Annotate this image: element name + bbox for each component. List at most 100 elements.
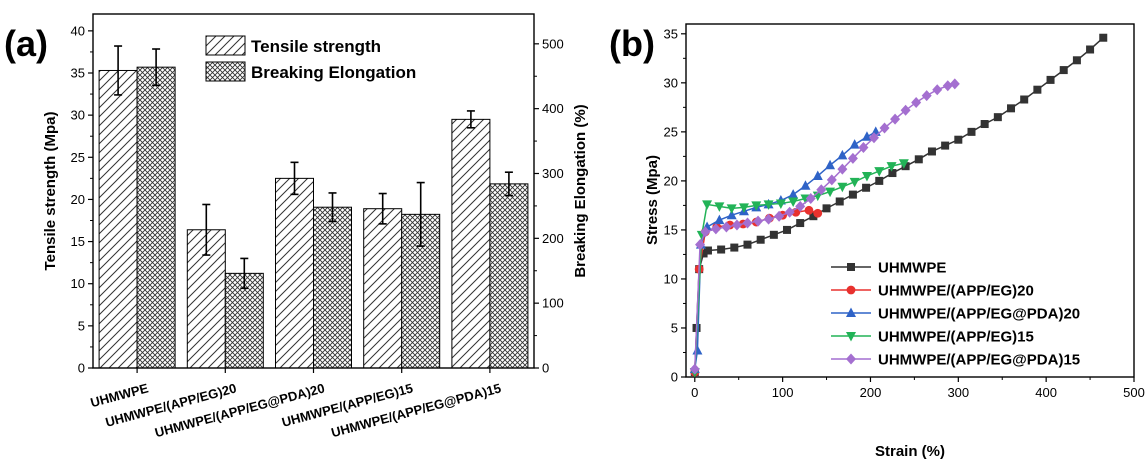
data-point bbox=[858, 142, 869, 154]
legend-label: UHMWPE/(APP/EG)20 bbox=[878, 283, 1034, 300]
data-point bbox=[837, 182, 848, 193]
data-point bbox=[742, 217, 753, 229]
y-tick-label: 35 bbox=[664, 26, 678, 41]
data-point bbox=[927, 147, 936, 156]
data-point bbox=[1033, 85, 1042, 94]
x-tick-label: 400 bbox=[1035, 385, 1057, 400]
data-point bbox=[753, 215, 764, 227]
panel-label-b: (b) bbox=[609, 23, 655, 64]
data-point bbox=[932, 84, 943, 96]
data-point bbox=[784, 206, 795, 218]
y-tick-label: 10 bbox=[664, 271, 678, 286]
data-point bbox=[1046, 75, 1055, 84]
bar-tensile bbox=[451, 118, 491, 369]
data-point bbox=[703, 246, 712, 255]
legend-marker bbox=[846, 307, 856, 317]
data-point bbox=[862, 183, 871, 192]
data-point bbox=[763, 200, 774, 210]
data-point bbox=[1086, 45, 1095, 54]
data-point bbox=[699, 249, 708, 258]
data-point bbox=[826, 174, 837, 186]
plot-frame-b bbox=[685, 23, 1135, 378]
data-point bbox=[763, 213, 774, 225]
y-tick-label-right: 300 bbox=[542, 166, 564, 181]
data-point bbox=[942, 80, 953, 92]
y-tick-label-right: 0 bbox=[542, 361, 549, 376]
data-point bbox=[788, 197, 799, 207]
y-axis-title-left: Tensile strength (Mpa) bbox=[42, 112, 59, 271]
data-point bbox=[774, 210, 785, 222]
y-tick-label-left: 0 bbox=[78, 361, 85, 376]
data-point bbox=[743, 240, 752, 249]
data-point bbox=[837, 149, 848, 160]
data-point bbox=[795, 200, 806, 212]
data-point bbox=[1099, 33, 1108, 42]
data-point bbox=[700, 226, 711, 238]
y-axis-title-right: Breaking Elongation (%) bbox=[572, 104, 589, 277]
data-point bbox=[861, 171, 872, 182]
legend-a: Tensile strength Breaking Elongation bbox=[205, 35, 416, 82]
legend-marker bbox=[846, 285, 856, 295]
y-tick-label: 15 bbox=[664, 222, 678, 237]
bar-elongation bbox=[489, 183, 529, 369]
y-tick-label-left: 40 bbox=[71, 23, 85, 38]
x-tick-label: 300 bbox=[947, 385, 969, 400]
y-tick-label: 25 bbox=[664, 124, 678, 139]
data-point bbox=[954, 135, 963, 144]
y-tick-label: 0 bbox=[671, 370, 678, 385]
y-tick-label: 20 bbox=[664, 173, 678, 188]
data-point bbox=[775, 199, 786, 209]
y-tick-label: 5 bbox=[671, 320, 678, 335]
data-point bbox=[800, 180, 811, 190]
bar-elongation bbox=[313, 206, 352, 369]
legend-swatch-elongation bbox=[205, 61, 246, 82]
data-point bbox=[875, 176, 884, 185]
data-point bbox=[731, 219, 742, 231]
data-point bbox=[726, 204, 737, 214]
x-tick-label: 100 bbox=[772, 385, 794, 400]
y-tick-label: 30 bbox=[664, 75, 678, 90]
legend-label-elongation: Breaking Elongation bbox=[251, 63, 416, 82]
data-point bbox=[1059, 66, 1068, 75]
bar-tensile bbox=[98, 69, 138, 369]
y-tick-label-left: 35 bbox=[71, 66, 85, 81]
x-tick-label: 500 bbox=[1123, 385, 1145, 400]
data-point bbox=[888, 169, 897, 178]
data-point bbox=[825, 159, 836, 170]
y-tick-label-right: 200 bbox=[542, 231, 564, 246]
data-point bbox=[879, 122, 890, 134]
data-point bbox=[721, 221, 732, 233]
data-point bbox=[689, 363, 700, 375]
data-point bbox=[756, 235, 765, 244]
data-point bbox=[717, 245, 726, 254]
data-point bbox=[901, 162, 910, 171]
legend-b: UHMWPE UHMWPE/(APP/EG)20 UHMWPE/(APP/EG@PD… bbox=[831, 260, 1080, 369]
data-point bbox=[783, 225, 792, 234]
data-point bbox=[813, 208, 823, 218]
data-point bbox=[714, 202, 725, 212]
bar-elongation bbox=[136, 66, 176, 369]
y-tick-label-left: 15 bbox=[71, 234, 85, 249]
legend-marker bbox=[846, 353, 856, 365]
data-point bbox=[726, 209, 737, 220]
data-point bbox=[914, 155, 923, 164]
data-point bbox=[874, 167, 885, 177]
bar-tensile bbox=[275, 177, 314, 369]
data-point bbox=[769, 230, 778, 239]
data-point bbox=[751, 201, 762, 211]
data-point bbox=[695, 239, 706, 251]
data-point bbox=[738, 203, 749, 213]
legend-marker bbox=[846, 332, 856, 342]
data-point bbox=[890, 113, 901, 125]
data-point bbox=[868, 132, 879, 144]
data-point bbox=[911, 96, 922, 108]
data-point bbox=[941, 141, 950, 150]
legend-label: UHMWPE/(APP/EG@PDA)15 bbox=[878, 352, 1080, 369]
legend-label: UHMWPE bbox=[878, 260, 946, 277]
data-point bbox=[816, 184, 827, 196]
bar-chart-panel: (a) UHMWPEUHMWPE/(APP/EG)20UHMWPE/(APP/E… bbox=[4, 13, 589, 440]
series-line bbox=[694, 162, 905, 373]
series-group bbox=[689, 33, 1108, 378]
data-point bbox=[861, 131, 872, 141]
